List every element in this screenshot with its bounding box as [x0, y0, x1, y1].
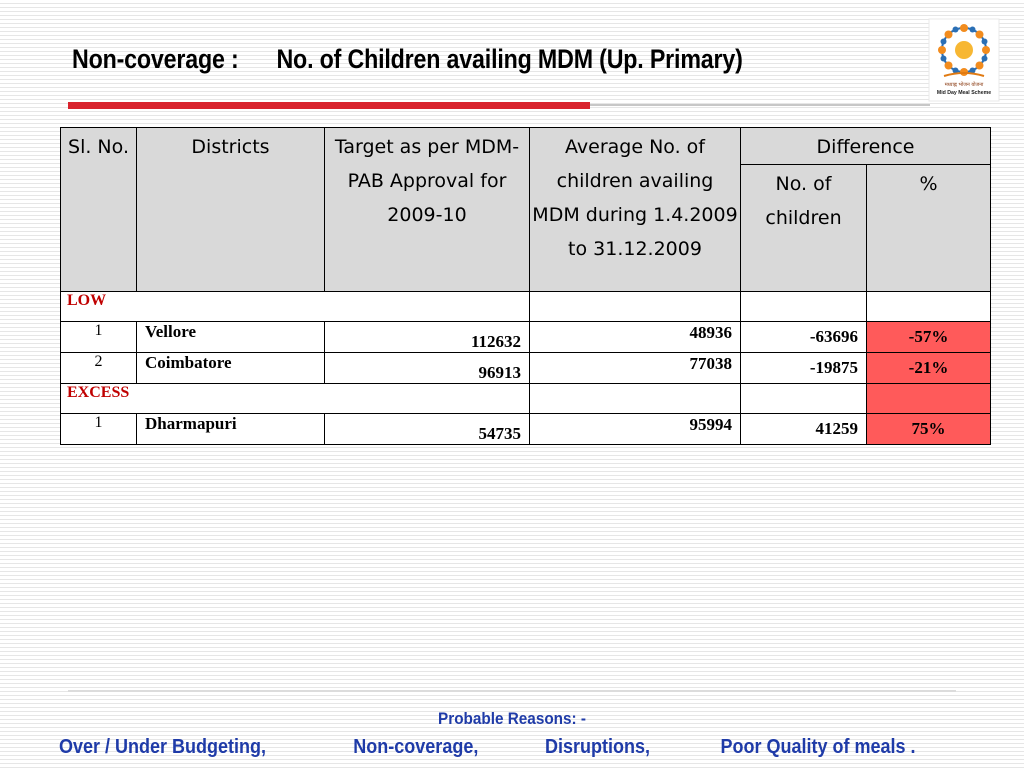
title-right: No. of Children availing MDM (Up. Primar… [276, 44, 743, 74]
cell-diff-children: 41259 [740, 413, 867, 445]
cell-diff-children: -19875 [740, 352, 867, 384]
header-diff-percent: % [865, 164, 992, 292]
empty-cell [529, 383, 741, 414]
table-row: 1 Dharmapuri 54735 95994 41259 75% [60, 413, 992, 445]
reason-item: Non-coverage, [353, 736, 479, 758]
cell-sl: 1 [60, 321, 137, 353]
header-districts: Districts [136, 127, 325, 292]
header-average: Average No. of children availing MDM dur… [529, 127, 741, 292]
cell-target: 96913 [324, 352, 530, 384]
cell-district: Vellore [136, 321, 325, 353]
empty-cell [529, 291, 741, 322]
empty-cell [740, 383, 867, 414]
logo-hindi-text: मध्याह्न भोजन योजना [945, 81, 984, 88]
reason-item: Poor Quality of meals . [720, 736, 916, 758]
section-row-excess: EXCESS [60, 383, 992, 414]
cell-district: Dharmapuri [136, 413, 325, 445]
non-coverage-table: Sl. No. Districts Target as per MDM-PAB … [60, 127, 992, 445]
header-sl-no: Sl. No. [60, 127, 137, 292]
footer-divider [68, 690, 956, 692]
cell-average: 77038 [529, 352, 741, 384]
cell-sl: 1 [60, 413, 137, 445]
section-label-low: LOW [60, 291, 530, 322]
cell-target: 54735 [324, 413, 530, 445]
cell-district: Coimbatore [136, 352, 325, 384]
logo-english-text: Mid Day Meal Scheme [937, 90, 991, 96]
slide-title: Non-coverage : No. of Children availing M… [72, 44, 743, 75]
empty-highlight-cell [865, 383, 992, 414]
cell-diff-percent: 75% [865, 413, 992, 445]
reasons-title: Probable Reasons: - [438, 709, 586, 728]
cell-average: 48936 [529, 321, 741, 353]
mid-day-meal-logo: मध्याह्न भोजन योजना Mid Day Meal Scheme [928, 18, 1000, 102]
reason-item: Disruptions, [545, 736, 651, 758]
cell-target: 112632 [324, 321, 530, 353]
title-underline-red [68, 102, 590, 109]
title-underline-grey [590, 104, 930, 106]
header-difference: Difference [739, 127, 992, 165]
header-target: Target as per MDM-PAB Approval for 2009-… [324, 127, 530, 292]
title-left: Non-coverage : [72, 44, 239, 74]
header-diff-children: No. of children [740, 164, 867, 292]
reason-item: Over / Under Budgeting, [59, 736, 267, 758]
mid-day-meal-logo-icon: मध्याह्न भोजन योजना Mid Day Meal Scheme [928, 18, 1000, 102]
empty-cell [865, 291, 992, 322]
cell-diff-percent: -57% [865, 321, 992, 353]
cell-diff-children: -63696 [740, 321, 867, 353]
table-row: 2 Coimbatore 96913 77038 -19875 -21% [60, 352, 992, 384]
table-row: 1 Vellore 112632 48936 -63696 -57% [60, 321, 992, 353]
cell-diff-percent: -21% [865, 352, 992, 384]
cell-sl: 2 [60, 352, 137, 384]
section-row-low: LOW [60, 291, 992, 322]
cell-average: 95994 [529, 413, 741, 445]
empty-cell [740, 291, 867, 322]
section-label-excess: EXCESS [60, 383, 530, 414]
